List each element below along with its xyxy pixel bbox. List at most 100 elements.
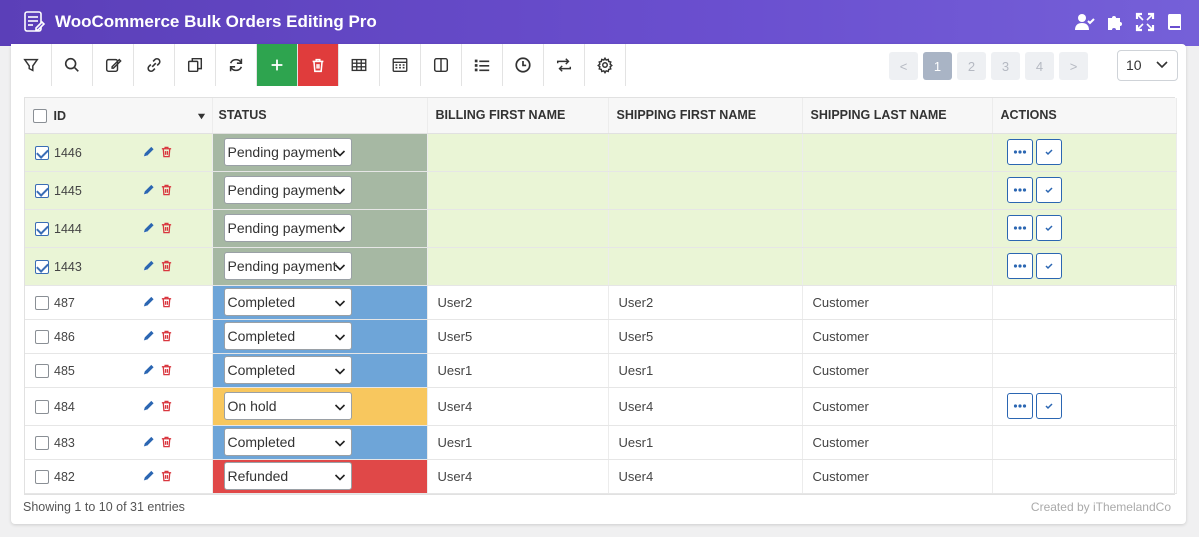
pencil-icon[interactable] bbox=[142, 470, 155, 483]
row-checkbox[interactable] bbox=[35, 295, 49, 310]
import-export-button[interactable] bbox=[544, 44, 585, 86]
shipping-last-name-cell[interactable] bbox=[802, 247, 993, 286]
user-check-icon[interactable] bbox=[1075, 12, 1095, 32]
table-row[interactable]: 1444 Pending payment bbox=[25, 209, 1177, 248]
shipping-last-name-cell[interactable] bbox=[802, 133, 993, 172]
pencil-icon[interactable] bbox=[142, 364, 155, 377]
column-header-shipping-last-name[interactable]: SHIPPING LAST NAME bbox=[802, 98, 993, 134]
status-select[interactable]: On hold bbox=[223, 392, 352, 420]
pencil-icon[interactable] bbox=[142, 436, 155, 449]
shipping-last-name-cell[interactable]: Customer bbox=[802, 353, 993, 388]
filter-button[interactable] bbox=[11, 44, 52, 86]
status-select[interactable]: Pending payment bbox=[223, 252, 352, 280]
billing-first-name-cell[interactable] bbox=[427, 209, 609, 248]
row-checkbox[interactable] bbox=[35, 259, 49, 274]
puzzle-icon[interactable] bbox=[1105, 12, 1125, 32]
pencil-icon[interactable] bbox=[142, 400, 155, 413]
status-select[interactable]: Pending payment bbox=[223, 176, 352, 204]
layout-button[interactable] bbox=[421, 44, 462, 86]
shipping-first-name-cell[interactable]: User4 bbox=[608, 459, 803, 494]
trash-icon[interactable] bbox=[160, 146, 173, 159]
billing-first-name-cell[interactable]: User5 bbox=[427, 319, 609, 354]
shipping-last-name-cell[interactable]: Customer bbox=[802, 319, 993, 354]
billing-first-name-cell[interactable]: Uesr1 bbox=[427, 353, 609, 388]
column-profiles-button[interactable] bbox=[380, 44, 421, 86]
table-row[interactable]: 486 Completed User5 User5 Customer bbox=[25, 319, 1177, 354]
row-checkbox[interactable] bbox=[35, 399, 49, 414]
link-button[interactable] bbox=[134, 44, 175, 86]
billing-first-name-cell[interactable]: User4 bbox=[427, 459, 609, 494]
table-row[interactable]: 485 Completed Uesr1 Uesr1 Customer bbox=[25, 353, 1177, 388]
shipping-first-name-cell[interactable]: User2 bbox=[608, 285, 803, 320]
pencil-icon[interactable] bbox=[142, 222, 155, 235]
shipping-first-name-cell[interactable] bbox=[608, 171, 803, 210]
row-checkbox[interactable] bbox=[35, 221, 49, 236]
bulk-edit-button[interactable] bbox=[93, 44, 134, 86]
row-checkbox[interactable] bbox=[35, 435, 49, 450]
row-checkbox[interactable] bbox=[35, 363, 49, 378]
shipping-first-name-cell[interactable]: Uesr1 bbox=[608, 353, 803, 388]
table-row[interactable]: 487 Completed User2 User2 Customer bbox=[25, 285, 1177, 320]
status-select[interactable]: Completed bbox=[223, 288, 352, 316]
settings-button[interactable] bbox=[585, 44, 626, 86]
more-actions-button[interactable] bbox=[1006, 139, 1033, 165]
pencil-icon[interactable] bbox=[142, 146, 155, 159]
shipping-last-name-cell[interactable]: Customer bbox=[802, 459, 993, 494]
fullscreen-icon[interactable] bbox=[1135, 12, 1155, 32]
billing-first-name-cell[interactable] bbox=[427, 171, 609, 210]
page-button[interactable]: 4 bbox=[1025, 52, 1054, 80]
sort-down-icon[interactable] bbox=[197, 112, 206, 121]
shipping-first-name-cell[interactable] bbox=[608, 133, 803, 172]
trash-icon[interactable] bbox=[160, 330, 173, 343]
column-header-id[interactable]: ID bbox=[25, 98, 213, 134]
status-select[interactable]: Completed bbox=[223, 356, 352, 384]
more-actions-button[interactable] bbox=[1006, 177, 1033, 203]
pencil-icon[interactable] bbox=[142, 260, 155, 273]
table-row[interactable]: 1446 Pending payment bbox=[25, 133, 1177, 172]
page-button[interactable]: 3 bbox=[991, 52, 1020, 80]
shipping-first-name-cell[interactable] bbox=[608, 247, 803, 286]
status-select[interactable]: Refunded bbox=[223, 462, 352, 490]
prev-page-button[interactable]: < bbox=[889, 52, 918, 80]
shipping-last-name-cell[interactable]: Customer bbox=[802, 285, 993, 320]
page-button[interactable]: 1 bbox=[923, 52, 952, 80]
row-checkbox[interactable] bbox=[35, 329, 49, 344]
delete-orders-button[interactable] bbox=[298, 44, 339, 86]
row-checkbox[interactable] bbox=[35, 183, 49, 198]
row-checkbox[interactable] bbox=[35, 145, 49, 160]
trash-icon[interactable] bbox=[160, 222, 173, 235]
more-actions-button[interactable] bbox=[1006, 253, 1033, 279]
status-select[interactable]: Pending payment bbox=[223, 138, 352, 166]
shipping-last-name-cell[interactable] bbox=[802, 171, 993, 210]
trash-icon[interactable] bbox=[160, 400, 173, 413]
page-button[interactable]: 2 bbox=[957, 52, 986, 80]
status-select[interactable]: Completed bbox=[223, 428, 352, 456]
mark-complete-button[interactable] bbox=[1035, 139, 1062, 165]
column-header-shipping-first-name[interactable]: SHIPPING FIRST NAME bbox=[608, 98, 803, 134]
shipping-first-name-cell[interactable]: Uesr1 bbox=[608, 425, 803, 460]
mark-complete-button[interactable] bbox=[1035, 253, 1062, 279]
billing-first-name-cell[interactable]: Uesr1 bbox=[427, 425, 609, 460]
table-row[interactable]: 483 Completed Uesr1 Uesr1 Customer bbox=[25, 425, 1177, 460]
history-button[interactable] bbox=[503, 44, 544, 86]
shipping-first-name-cell[interactable]: User4 bbox=[608, 387, 803, 426]
next-page-button[interactable]: > bbox=[1059, 52, 1088, 80]
search-button[interactable] bbox=[52, 44, 93, 86]
billing-first-name-cell[interactable] bbox=[427, 133, 609, 172]
pencil-icon[interactable] bbox=[142, 296, 155, 309]
per-page-select[interactable]: 10 bbox=[1117, 50, 1178, 81]
column-manager-button[interactable] bbox=[339, 44, 380, 86]
table-row[interactable]: 484 On hold User4 User4 Customer bbox=[25, 387, 1177, 426]
status-select[interactable]: Pending payment bbox=[223, 214, 352, 242]
mark-complete-button[interactable] bbox=[1035, 393, 1062, 419]
billing-first-name-cell[interactable]: User2 bbox=[427, 285, 609, 320]
table-row[interactable]: 482 Refunded User4 User4 Customer bbox=[25, 459, 1177, 494]
pencil-icon[interactable] bbox=[142, 330, 155, 343]
more-actions-button[interactable] bbox=[1006, 215, 1033, 241]
row-checkbox[interactable] bbox=[35, 469, 49, 484]
table-row[interactable]: 1445 Pending payment bbox=[25, 171, 1177, 210]
book-icon[interactable] bbox=[1165, 12, 1185, 32]
more-actions-button[interactable] bbox=[1006, 393, 1033, 419]
mark-complete-button[interactable] bbox=[1035, 177, 1062, 203]
trash-icon[interactable] bbox=[160, 470, 173, 483]
